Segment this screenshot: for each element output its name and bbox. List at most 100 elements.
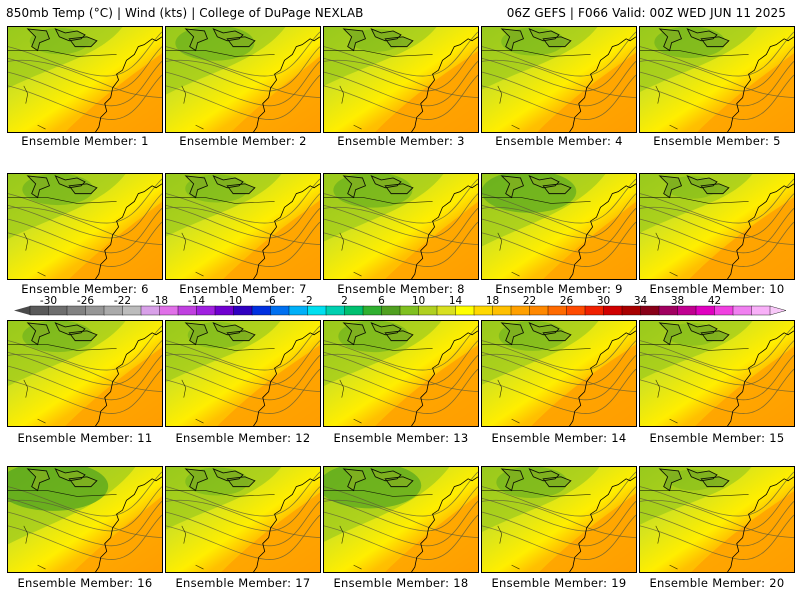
- ensemble-map-panel: [7, 26, 163, 133]
- ensemble-map-panel: [323, 466, 479, 573]
- ensemble-map-panel: [323, 26, 479, 133]
- colorbar-swatch: [640, 305, 660, 316]
- colorbar-swatch: [159, 305, 179, 316]
- colorbar-tick-label: -14: [188, 296, 205, 307]
- colorbar-tick-label: -10: [225, 296, 242, 307]
- colorbar-swatch: [658, 305, 679, 316]
- ensemble-member-label: Ensemble Member: 3: [337, 134, 465, 148]
- ensemble-member-label: Ensemble Member: 15: [649, 431, 785, 445]
- ensemble-member-label: Ensemble Member: 13: [333, 431, 469, 445]
- ensemble-map-panel: [165, 320, 321, 427]
- colorbar-swatch: [233, 305, 253, 316]
- ensemble-map-panel: [323, 320, 479, 427]
- colorbar-tick-label: -6: [265, 296, 276, 307]
- colorbar-tick-label: 2: [341, 296, 348, 307]
- colorbar-swatch: [344, 305, 364, 316]
- colorbar-tick-label: -2: [302, 296, 312, 307]
- colorbar-swatch: [270, 305, 290, 316]
- ensemble-map-panel: [481, 173, 637, 280]
- colorbar-swatch: [381, 305, 401, 316]
- colorbar-tick-label: 10: [412, 296, 425, 307]
- colorbar-swatch: [307, 305, 327, 316]
- ensemble-member-label: Ensemble Member: 20: [649, 576, 785, 590]
- ensemble-map-panel: [165, 466, 321, 573]
- colorbar-swatch: [677, 305, 697, 316]
- ensemble-member-label: Ensemble Member: 14: [491, 431, 627, 445]
- colorbar-right-arrow: [769, 305, 787, 316]
- ensemble-member-label: Ensemble Member: 6: [21, 282, 149, 296]
- ensemble-map-panel: [323, 173, 479, 280]
- ensemble-map-panel: [481, 320, 637, 427]
- colorbar-swatch: [214, 305, 235, 316]
- colorbar-tick-label: 38: [671, 296, 684, 307]
- colorbar-swatch: [510, 305, 531, 316]
- chart-title: 850mb Temp (°C) | Wind (kts) | College o…: [6, 6, 364, 20]
- colorbar-swatch: [621, 305, 642, 316]
- ensemble-member-label: Ensemble Member: 9: [495, 282, 623, 296]
- temperature-colorbar: -30 -26 -22 -18 -14 -10 -6 -2 2 6 10 14 18 22 26 30 34 38…: [14, 296, 787, 316]
- colorbar-tick-label: 6: [378, 296, 385, 307]
- ensemble-map-panel: [7, 466, 163, 573]
- colorbar-swatch: [66, 305, 87, 316]
- ensemble-member-label: Ensemble Member: 19: [491, 576, 627, 590]
- colorbar-tick-label: 42: [708, 296, 721, 307]
- colorbar-swatch: [436, 305, 457, 316]
- colorbar-swatch: [732, 305, 753, 316]
- ensemble-map-panel: [639, 466, 795, 573]
- colorbar-swatch: [603, 305, 623, 316]
- ensemble-member-label: Ensemble Member: 5: [653, 134, 781, 148]
- colorbar-tick-label: -18: [151, 296, 168, 307]
- ensemble-map-panel: [165, 26, 321, 133]
- colorbar-swatch: [251, 305, 272, 316]
- colorbar-swatch: [103, 305, 124, 316]
- colorbar-swatch: [48, 305, 68, 316]
- colorbar-swatch: [751, 305, 771, 316]
- colorbar-swatch: [529, 305, 549, 316]
- ensemble-member-label: Ensemble Member: 4: [495, 134, 623, 148]
- ensemble-member-label: Ensemble Member: 18: [333, 576, 469, 590]
- colorbar-tick-label: 14: [449, 296, 463, 307]
- colorbar-swatch: [325, 305, 346, 316]
- colorbar-swatch: [288, 305, 309, 316]
- colorbar-swatch: [29, 305, 50, 316]
- ensemble-map-panel: [639, 173, 795, 280]
- ensemble-map-panel: [481, 466, 637, 573]
- colorbar-tick-label: -30: [40, 296, 57, 307]
- colorbar-swatch: [362, 305, 383, 316]
- ensemble-member-label: Ensemble Member: 16: [17, 576, 153, 590]
- ensemble-map-panel: [481, 26, 637, 133]
- colorbar-tick-label: 34: [634, 296, 648, 307]
- ensemble-member-label: Ensemble Member: 11: [17, 431, 153, 445]
- colorbar-tick-label: -22: [114, 296, 131, 307]
- colorbar-swatch: [473, 305, 494, 316]
- colorbar-swatch: [714, 305, 734, 316]
- ensemble-member-label: Ensemble Member: 2: [179, 134, 307, 148]
- ensemble-map-panel: [639, 26, 795, 133]
- run-valid-time: 06Z GEFS | F066 Valid: 00Z WED JUN 11 20…: [506, 6, 786, 20]
- colorbar-swatch: [455, 305, 475, 316]
- ensemble-member-label: Ensemble Member: 1: [21, 134, 149, 148]
- colorbar-swatch: [85, 305, 105, 316]
- colorbar-swatch: [196, 305, 216, 316]
- ensemble-map-panel: [7, 320, 163, 427]
- colorbar-swatch: [566, 305, 586, 316]
- colorbar-swatch: [399, 305, 420, 316]
- colorbar-tick-label: 22: [523, 296, 536, 307]
- colorbar-tick-label: 26: [560, 296, 574, 307]
- colorbar-swatch: [418, 305, 438, 316]
- colorbar-swatch: [584, 305, 605, 316]
- ensemble-map-panel: [7, 173, 163, 280]
- ensemble-member-label: Ensemble Member: 10: [649, 282, 785, 296]
- colorbar-swatch: [177, 305, 198, 316]
- ensemble-member-label: Ensemble Member: 8: [337, 282, 465, 296]
- colorbar-tick-label: 18: [486, 296, 499, 307]
- colorbar-swatch: [492, 305, 512, 316]
- colorbar-swatch: [140, 305, 161, 316]
- colorbar-left-arrow: [14, 306, 30, 315]
- ensemble-map-panel: [165, 173, 321, 280]
- ensemble-member-label: Ensemble Member: 12: [175, 431, 311, 445]
- colorbar-swatch: [122, 305, 142, 316]
- colorbar-tick-label: 30: [597, 296, 610, 307]
- ensemble-member-label: Ensemble Member: 17: [175, 576, 311, 590]
- colorbar-swatch: [695, 305, 716, 316]
